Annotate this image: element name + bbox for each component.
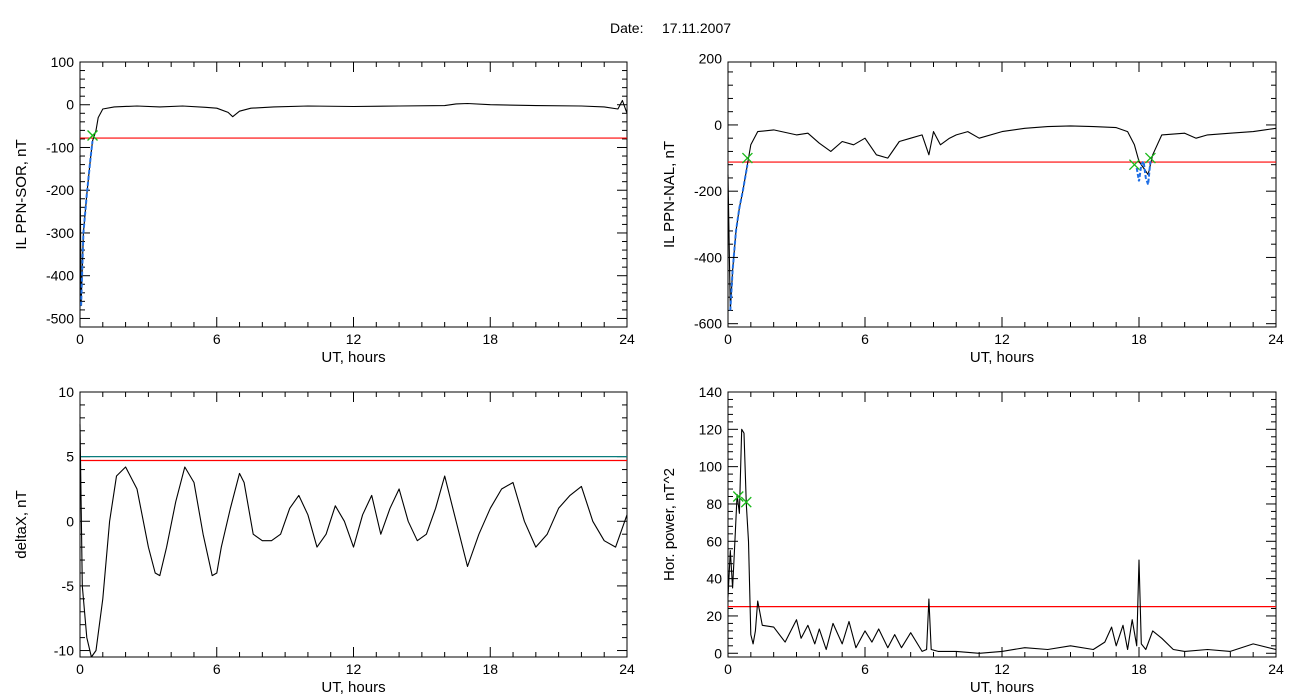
y-tick-label: 5 bbox=[66, 449, 74, 465]
plot-frame bbox=[727, 61, 1277, 328]
series-line bbox=[727, 428, 1277, 654]
marker-stroke bbox=[740, 496, 752, 508]
chart-panel-3: 0 6 12 18 24 10 5 0 -5 -10 UT, hours deltaX, nT bbox=[13, 384, 635, 696]
y-tick-label: 60 bbox=[706, 533, 722, 549]
y-tick-label: -600 bbox=[694, 316, 722, 332]
highlight-segment bbox=[80, 140, 94, 306]
x-axis-label: UT, hours bbox=[321, 349, 385, 366]
marker-cross bbox=[740, 496, 752, 508]
marker-cross bbox=[732, 491, 744, 502]
marker-stroke bbox=[732, 491, 744, 502]
highlight-segment bbox=[1135, 158, 1152, 185]
marker-cross bbox=[741, 152, 753, 164]
series-line bbox=[727, 125, 1277, 311]
chart-panel-2: 0 6 12 18 24 200 0 -200 -400 -600 UT, hours IL PPN-… bbox=[661, 51, 1284, 366]
x-tick-label: 6 bbox=[213, 331, 221, 347]
y-tick-label: -200 bbox=[694, 183, 722, 199]
y-tick-label: 140 bbox=[699, 384, 723, 400]
x-tick-label: 18 bbox=[482, 331, 498, 347]
x-tick-label: 18 bbox=[1131, 331, 1147, 347]
figure-date-prefix: Date: bbox=[610, 20, 643, 36]
y-tick-label: -400 bbox=[46, 268, 74, 284]
y-axis-label: IL PPN-SOR, nT bbox=[13, 139, 30, 249]
x-tick-label: 24 bbox=[1268, 331, 1284, 347]
x-tick-label: 0 bbox=[724, 331, 732, 347]
chart-panel-1: 0 6 12 18 24 100 0 -100 -200 -300 -400 -500 UT, hour… bbox=[13, 54, 635, 366]
y-tick-label: 100 bbox=[51, 54, 75, 70]
y-tick-label: -500 bbox=[46, 310, 74, 326]
y-tick-label: 120 bbox=[699, 421, 723, 437]
x-tick-label: 12 bbox=[346, 331, 362, 347]
y-tick-label: 40 bbox=[706, 571, 722, 587]
y-tick-label: 80 bbox=[706, 496, 722, 512]
x-axis-label: UT, hours bbox=[321, 679, 385, 696]
x-tick-label: 0 bbox=[724, 661, 732, 677]
series-line bbox=[79, 424, 628, 658]
marker-stroke bbox=[741, 152, 753, 164]
x-tick-label: 18 bbox=[1131, 661, 1147, 677]
chart-panel-4: 0 6 12 18 24 140 120 100 80 60 40 20 0 UT, hours Hor. … bbox=[661, 384, 1284, 696]
plot-frame bbox=[79, 391, 628, 658]
marker-stroke bbox=[1128, 159, 1140, 171]
y-axis-label: IL PPN-NAL, nT bbox=[661, 141, 678, 248]
x-tick-label: 0 bbox=[76, 661, 84, 677]
y-tick-label: -400 bbox=[694, 249, 722, 265]
y-tick-label: 20 bbox=[706, 608, 722, 624]
x-tick-label: 12 bbox=[346, 661, 362, 677]
y-axis-label: Hor. power, nT^2 bbox=[661, 468, 678, 581]
x-tick-label: 6 bbox=[861, 661, 869, 677]
x-tick-label: 24 bbox=[1268, 661, 1284, 677]
plot-frame bbox=[79, 61, 628, 328]
x-tick-label: 6 bbox=[861, 331, 869, 347]
y-tick-label: -200 bbox=[46, 182, 74, 198]
y-tick-label: -10 bbox=[54, 643, 74, 659]
x-axis-label: UT, hours bbox=[970, 679, 1034, 696]
marker-cross bbox=[87, 130, 98, 141]
x-tick-label: 24 bbox=[619, 661, 635, 677]
y-tick-label: 10 bbox=[58, 384, 74, 400]
x-axis-label: UT, hours bbox=[970, 349, 1034, 366]
plot-frame bbox=[727, 391, 1277, 658]
x-tick-label: 24 bbox=[619, 331, 635, 347]
y-tick-label: 0 bbox=[714, 645, 722, 661]
y-tick-label: 200 bbox=[699, 51, 723, 67]
highlight-segment bbox=[729, 164, 749, 311]
y-tick-label: -300 bbox=[46, 225, 74, 241]
x-tick-label: 12 bbox=[994, 661, 1010, 677]
series-line bbox=[79, 99, 628, 307]
figure-date: 17.11.2007 bbox=[662, 20, 731, 36]
y-tick-label: 0 bbox=[66, 97, 74, 113]
marker-stroke bbox=[1144, 152, 1156, 164]
marker-cross bbox=[1144, 152, 1156, 164]
marker-cross bbox=[1128, 159, 1140, 171]
y-tick-label: -5 bbox=[62, 578, 75, 594]
x-tick-label: 12 bbox=[994, 331, 1010, 347]
x-tick-label: 6 bbox=[213, 661, 221, 677]
y-tick-label: 0 bbox=[66, 513, 74, 529]
x-tick-label: 18 bbox=[482, 661, 498, 677]
marker-stroke bbox=[87, 130, 98, 141]
y-tick-label: 100 bbox=[699, 459, 723, 475]
y-tick-label: -100 bbox=[46, 139, 74, 155]
x-tick-label: 0 bbox=[76, 331, 84, 347]
y-axis-label: deltaX, nT bbox=[13, 490, 30, 558]
y-tick-label: 0 bbox=[714, 117, 722, 133]
